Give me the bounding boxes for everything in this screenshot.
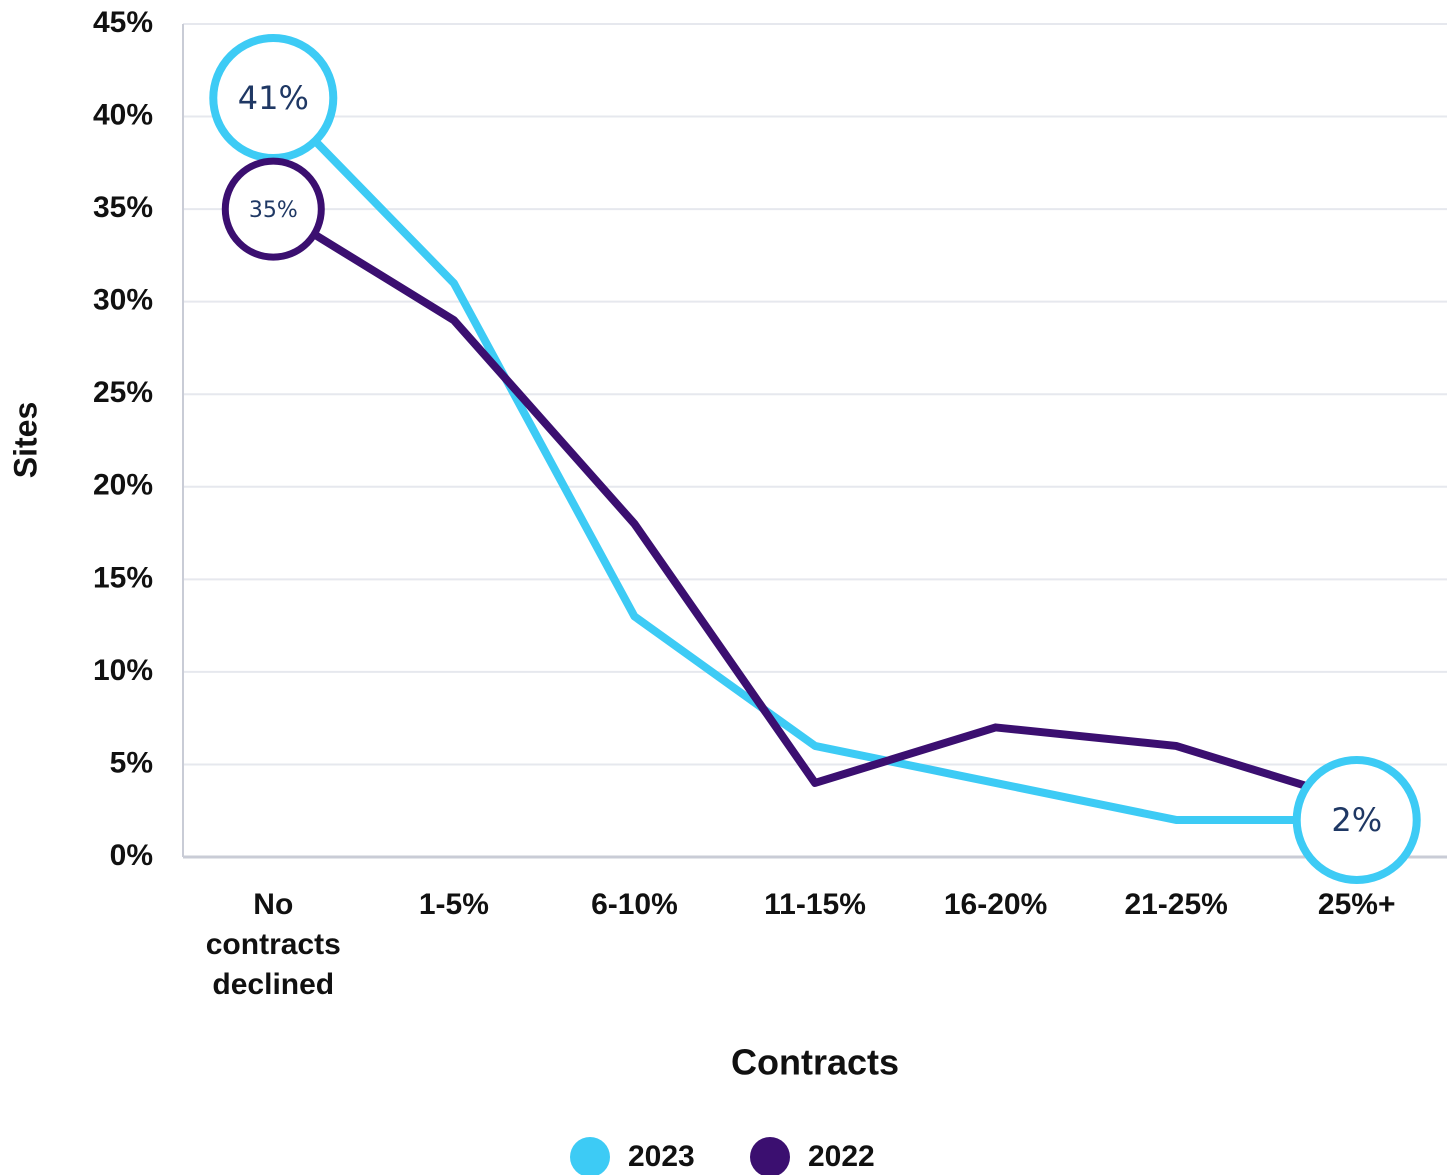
y-axis-label: Sites	[7, 402, 43, 478]
x-tick-label: 6-10%	[591, 888, 678, 921]
x-tick-label: 25%+	[1318, 888, 1396, 921]
legend-marker	[570, 1137, 610, 1175]
value-label: 41%	[238, 79, 309, 117]
x-tick-label: 11-15%	[764, 888, 866, 921]
x-tick-label: 16-20%	[944, 888, 1047, 921]
y-tick-label: 15%	[93, 561, 153, 594]
series-line	[270, 95, 1357, 824]
y-tick-label: 25%	[93, 376, 153, 409]
y-tick-label: 45%	[93, 6, 153, 39]
y-tick-label: 10%	[93, 654, 153, 687]
annotation-circle	[1292, 755, 1421, 884]
x-tick-label: No contracts declined	[206, 888, 341, 1001]
value-label: 35%	[249, 198, 298, 223]
y-tick-label: 5%	[110, 746, 153, 779]
y-tick-label: 0%	[110, 839, 153, 872]
x-tick-label: 21-25%	[1124, 888, 1227, 921]
series-line	[271, 205, 1358, 806]
legend-label: 2022	[808, 1140, 875, 1173]
annotation-circle	[221, 157, 325, 261]
legend-label: 2023	[628, 1140, 695, 1173]
x-tick-label: 1-5%	[419, 888, 489, 921]
value-label: 2%	[1331, 801, 1382, 839]
y-tick-label: 35%	[93, 191, 153, 224]
y-tick-label: 40%	[93, 98, 153, 131]
y-tick-label: 20%	[93, 469, 153, 502]
x-axis-label: Contracts	[731, 1042, 899, 1083]
legend-marker	[750, 1137, 790, 1175]
y-tick-label: 30%	[93, 284, 153, 317]
